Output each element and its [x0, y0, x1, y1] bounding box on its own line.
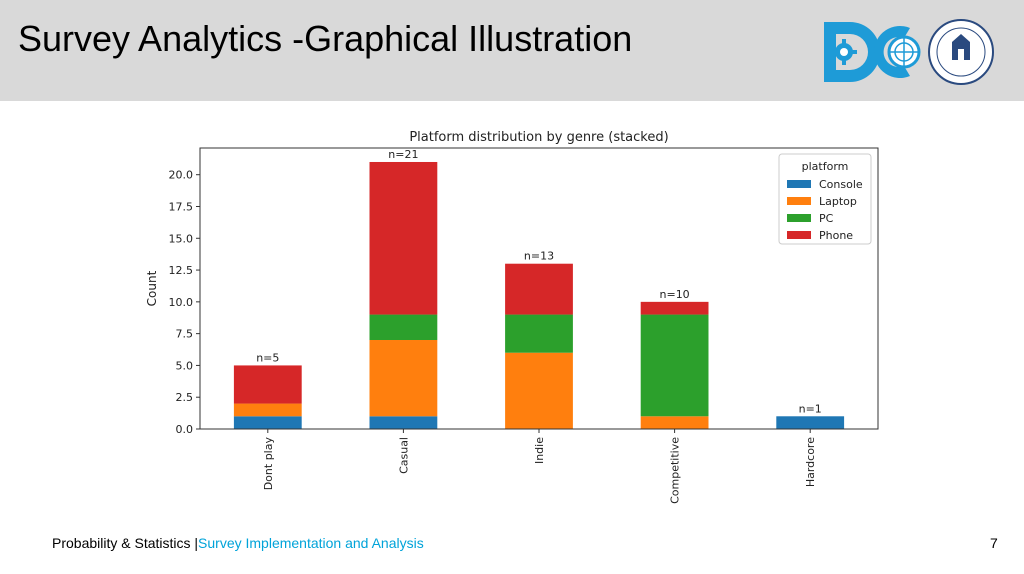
y-tick-label: 7.5 [176, 328, 194, 341]
legend-title: platform [802, 160, 849, 173]
bar-segment [505, 314, 573, 353]
bar-segment [369, 314, 438, 340]
y-tick-label: 2.5 [176, 391, 194, 404]
bar-segment [776, 416, 845, 429]
legend-label: Console [819, 178, 863, 191]
x-tick-label: Hardcore [804, 437, 817, 487]
seal-icon [928, 19, 994, 85]
footer-topic: Survey Implementation and Analysis [198, 535, 424, 551]
y-tick-label: 0.0 [176, 423, 194, 436]
x-tick-label: Indie [533, 437, 546, 464]
bar-segment [505, 263, 573, 315]
bar-label: n=21 [388, 148, 418, 161]
logo-c-shape [874, 26, 910, 79]
legend-swatch [787, 197, 811, 205]
chart: Platform distribution by genre (stacked)… [138, 120, 898, 510]
logos [818, 14, 998, 88]
bar-label: n=13 [524, 250, 554, 263]
legend-swatch [787, 180, 811, 188]
bar-segment [233, 403, 302, 417]
bar-label: n=1 [799, 402, 822, 415]
x-tick-label: Competitive [669, 437, 682, 504]
bar-segment [640, 314, 709, 417]
y-tick-label: 20.0 [169, 169, 194, 182]
legend-swatch [787, 231, 811, 239]
gear-icon [831, 39, 857, 65]
bar-segment [505, 352, 573, 429]
y-tick-label: 5.0 [176, 359, 194, 372]
logo-d-shape [824, 22, 880, 82]
bar-segment [233, 416, 302, 429]
bar-segment [369, 339, 438, 417]
bar-segment [369, 416, 438, 429]
plot-frame [199, 147, 879, 430]
y-axis-label: Count [145, 270, 159, 306]
globe-icon [887, 35, 921, 69]
page-number: 7 [990, 535, 998, 551]
bar-segment [640, 416, 709, 429]
legend-label: Phone [819, 229, 853, 242]
x-tick-label: Dont play [262, 437, 275, 491]
legend-label: Laptop [819, 195, 857, 208]
bar-segment [369, 161, 438, 315]
university-logo [824, 19, 994, 85]
footer: Probability & Statistics |Survey Impleme… [52, 535, 424, 551]
bar-label: n=10 [660, 288, 690, 301]
legend-label: PC [819, 212, 834, 225]
bar-label: n=5 [256, 351, 279, 364]
stacked-bar-chart: Platform distribution by genre (stacked)… [145, 130, 879, 504]
footer-course: Probability & Statistics | [52, 535, 199, 551]
chart-title: Platform distribution by genre (stacked) [409, 130, 668, 145]
bar-segment [640, 301, 709, 315]
y-tick-label: 15.0 [169, 232, 194, 245]
bar-segment [233, 365, 302, 404]
slide-title: Survey Analytics -Graphical Illustration [18, 18, 633, 59]
slide-header: Survey Analytics -Graphical Illustration [0, 0, 1024, 101]
legend-swatch [787, 214, 811, 222]
y-tick-label: 12.5 [169, 264, 194, 277]
y-tick-label: 17.5 [169, 200, 194, 213]
y-tick-label: 10.0 [169, 296, 194, 309]
x-tick-label: Casual [397, 437, 410, 474]
